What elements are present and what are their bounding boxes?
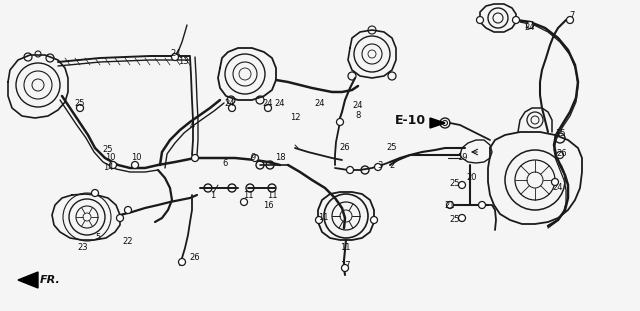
Text: 26: 26	[557, 148, 567, 157]
Circle shape	[172, 53, 179, 61]
Circle shape	[342, 264, 349, 272]
Text: 11: 11	[267, 191, 277, 199]
Text: 9: 9	[250, 154, 255, 163]
Circle shape	[513, 16, 520, 24]
Text: 26: 26	[189, 253, 200, 262]
Circle shape	[346, 166, 353, 174]
Text: 5: 5	[95, 234, 100, 243]
Text: FR.: FR.	[40, 275, 61, 285]
Text: 18: 18	[275, 154, 285, 163]
Circle shape	[109, 161, 116, 169]
Text: 24: 24	[275, 100, 285, 109]
Text: 24: 24	[315, 100, 325, 109]
Text: 24: 24	[225, 100, 236, 109]
Text: 7: 7	[570, 12, 575, 21]
Text: 12: 12	[290, 114, 300, 123]
Circle shape	[477, 16, 483, 24]
Circle shape	[252, 155, 259, 161]
Text: 25: 25	[75, 100, 85, 109]
Text: 6: 6	[222, 159, 228, 168]
Circle shape	[77, 104, 83, 112]
Text: 25: 25	[387, 143, 397, 152]
Circle shape	[191, 155, 198, 161]
Text: 25: 25	[450, 179, 460, 188]
Text: 15: 15	[555, 128, 565, 137]
Text: 11: 11	[243, 191, 253, 199]
Text: 13: 13	[178, 58, 188, 67]
Text: 16: 16	[262, 201, 273, 210]
Text: 24: 24	[525, 24, 535, 33]
Polygon shape	[18, 272, 38, 288]
Text: 24: 24	[553, 183, 563, 193]
Circle shape	[552, 179, 559, 185]
Text: 24: 24	[263, 100, 273, 109]
Circle shape	[527, 21, 534, 29]
Text: 4: 4	[189, 122, 195, 131]
Text: 19: 19	[457, 154, 467, 163]
Circle shape	[116, 215, 124, 221]
Text: 22: 22	[123, 238, 133, 247]
Text: 10: 10	[131, 154, 141, 163]
Text: 11: 11	[340, 244, 350, 253]
Text: 23: 23	[77, 244, 88, 253]
Text: 8: 8	[355, 112, 361, 120]
Circle shape	[374, 164, 381, 170]
Circle shape	[241, 198, 248, 206]
Circle shape	[566, 16, 573, 24]
Circle shape	[479, 202, 486, 208]
Circle shape	[131, 161, 138, 169]
Text: 24: 24	[171, 49, 181, 58]
Text: 10: 10	[105, 154, 115, 163]
Circle shape	[125, 207, 131, 213]
Text: 25: 25	[450, 216, 460, 225]
Circle shape	[371, 216, 378, 224]
Circle shape	[557, 151, 563, 159]
Polygon shape	[430, 118, 445, 128]
Text: 14: 14	[103, 164, 113, 173]
Circle shape	[447, 202, 454, 208]
Text: 11: 11	[317, 213, 328, 222]
Circle shape	[316, 216, 323, 224]
Text: 21: 21	[445, 201, 455, 210]
Text: 24: 24	[353, 101, 364, 110]
Text: 1: 1	[211, 191, 216, 199]
Circle shape	[458, 182, 465, 188]
Text: 24: 24	[525, 21, 535, 30]
Text: 3: 3	[378, 160, 383, 169]
Text: E-10: E-10	[395, 114, 426, 127]
Circle shape	[458, 215, 465, 221]
Text: 25: 25	[103, 146, 113, 155]
Text: 20: 20	[467, 174, 477, 183]
Circle shape	[179, 258, 186, 266]
Circle shape	[92, 189, 99, 197]
Circle shape	[228, 104, 236, 112]
Text: 17: 17	[340, 261, 350, 270]
Text: 2: 2	[389, 160, 395, 169]
Text: 26: 26	[340, 143, 350, 152]
Circle shape	[337, 118, 344, 126]
Circle shape	[264, 104, 271, 112]
